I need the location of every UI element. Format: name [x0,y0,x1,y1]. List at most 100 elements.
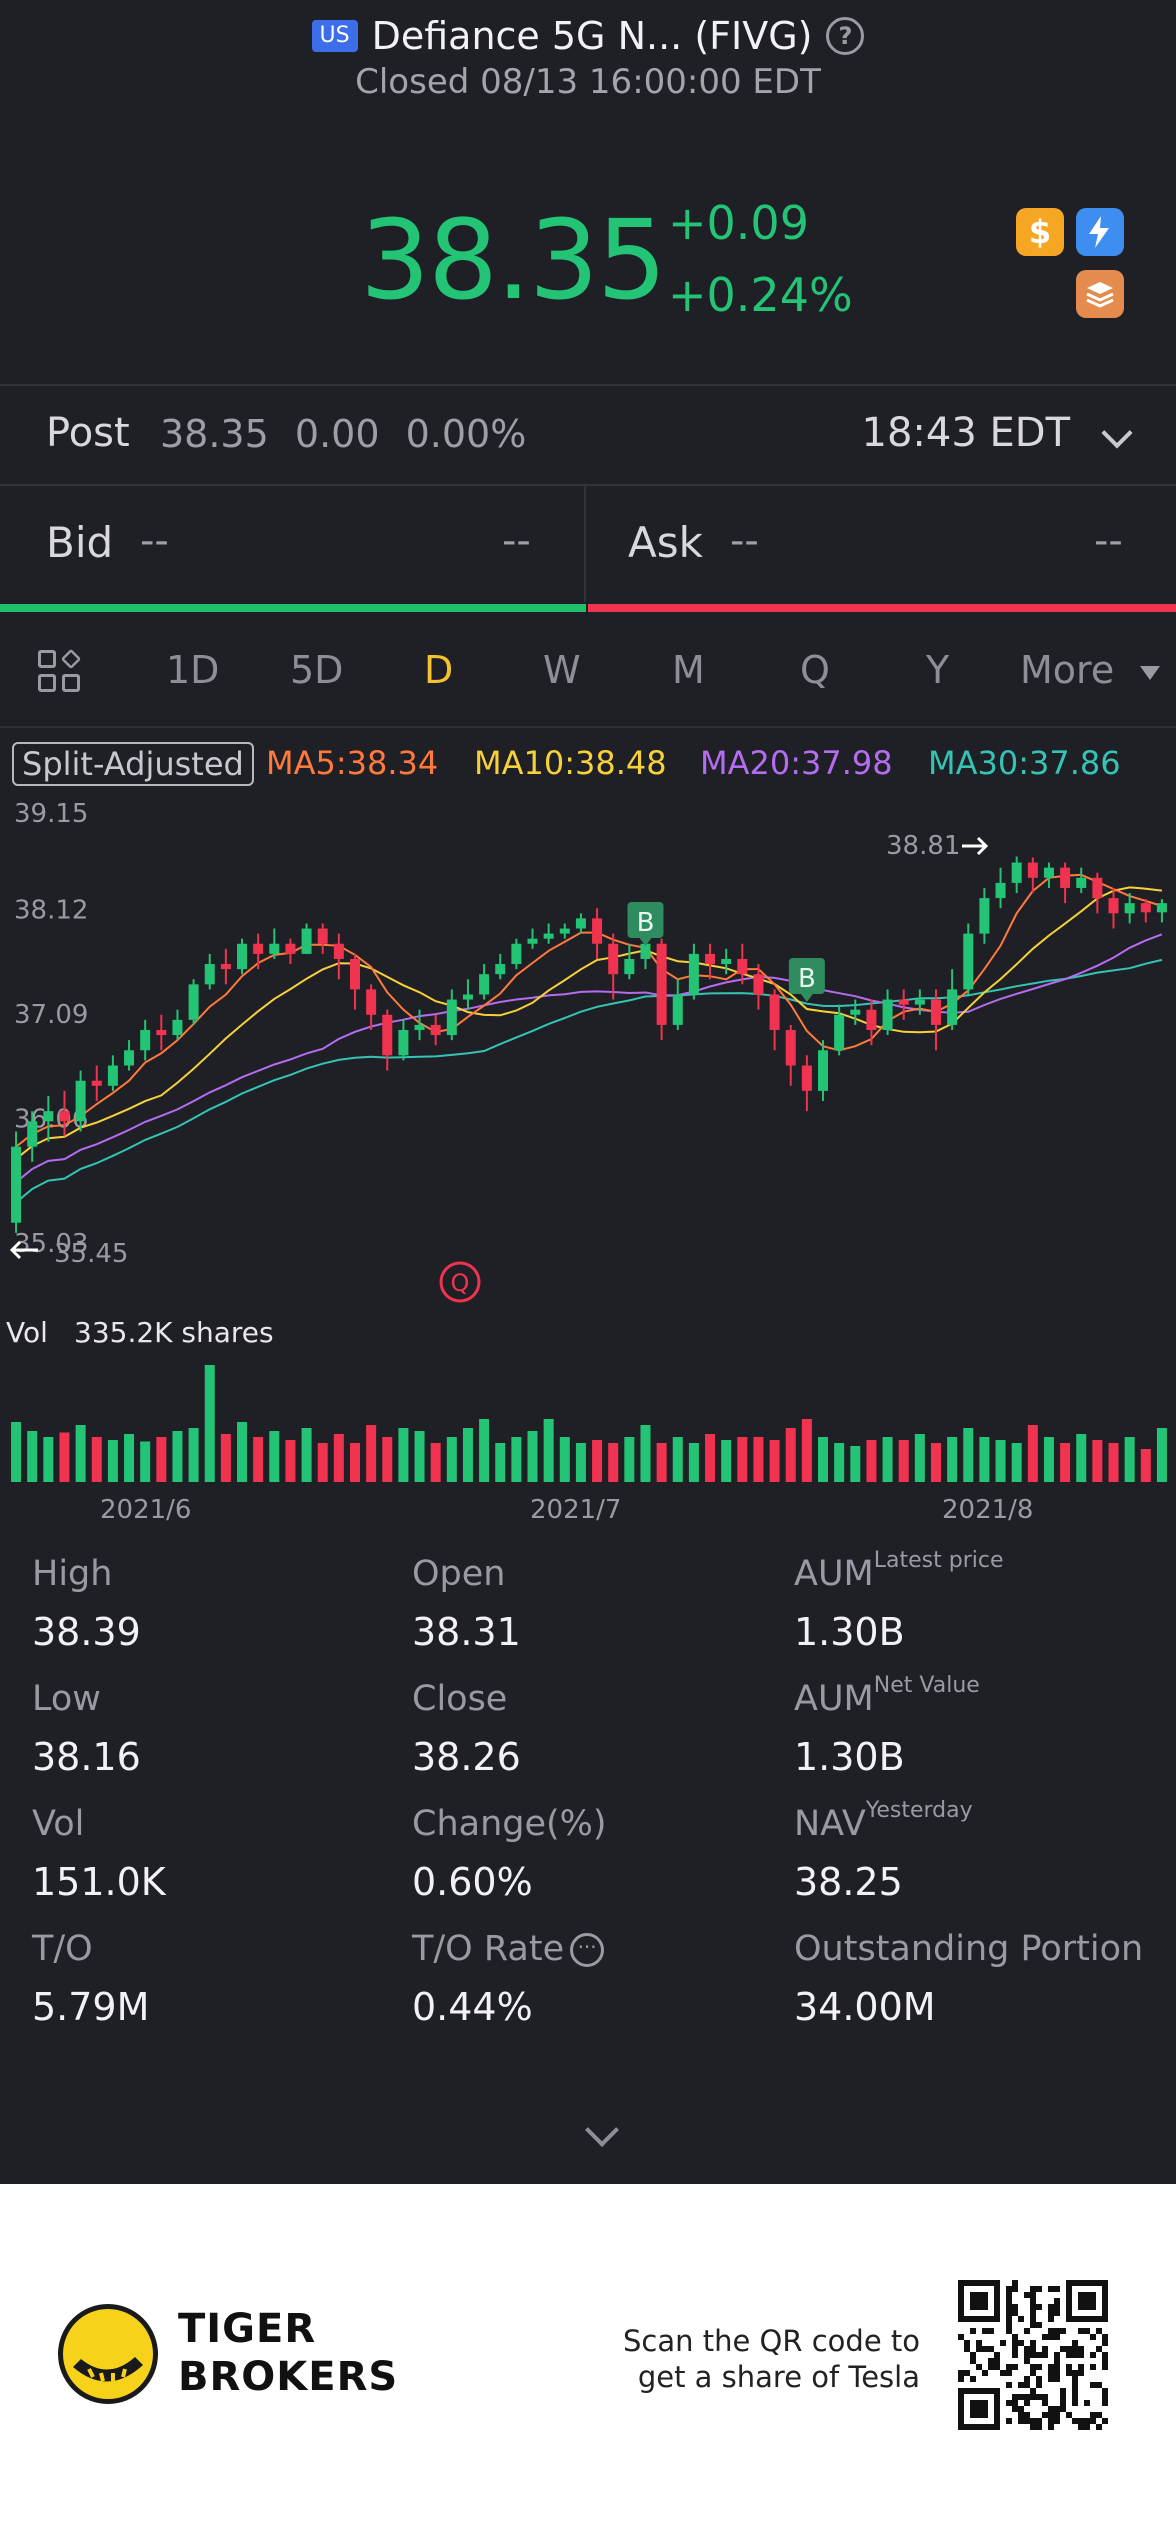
scan-text-line-2: get a share of Tesla [637,2360,920,2394]
candle-body [898,999,909,1005]
candle-body [301,928,312,954]
candle [543,923,554,944]
candle-body [914,999,925,1005]
candle-body [930,999,941,1025]
candle-body [91,1080,102,1086]
dollar-icon[interactable]: $ [1016,208,1064,256]
candle [301,923,312,954]
candle-body [801,1065,812,1091]
y-axis-label: 39.15 [14,799,88,829]
candle-body [559,928,570,934]
more-info-icon[interactable]: ··· [570,1933,605,1967]
candle [479,964,490,1000]
volume-bar [688,1443,699,1482]
x-axis-label: 2021/8 [942,1495,1033,1525]
candle-body [624,958,635,975]
volume-bar [624,1437,635,1482]
volume-bar [753,1437,764,1482]
stat-label-sup: Net Value [873,1673,980,1698]
x-axis-label: 2021/6 [100,1495,191,1525]
volume-bar [834,1443,845,1482]
volume-bar [1124,1437,1135,1482]
tab-1d[interactable]: 1D [166,648,220,692]
volume-bar [575,1443,586,1482]
candle-body [737,958,748,975]
help-icon[interactable]: ? [826,17,865,55]
volume-bar [608,1443,619,1482]
stat-value: 151.0K [32,1860,166,1904]
stat-value: 38.31 [412,1610,521,1654]
volume-bar [818,1437,829,1482]
volume-bar [947,1437,958,1482]
tab-y[interactable]: Y [926,648,950,692]
candle-body [834,1014,845,1051]
chart-canvas[interactable]: 39.1538.1237.0936.0635.03BB38.8135.45QVo… [0,790,1176,1540]
candle-body [285,943,296,954]
candle [188,979,199,1025]
expand-chevron-icon[interactable] [585,2113,619,2147]
stat-label-text: Low [32,1679,101,1719]
period-tabs: 1D 5D D W M Q Y More [0,630,1176,716]
lightning-icon[interactable] [1076,208,1124,256]
layers-icon[interactable] [1076,270,1124,318]
chevron-down-icon[interactable] [1101,417,1133,449]
candle-body [705,953,716,965]
candle-body [543,933,554,939]
candle-body [382,1014,393,1056]
y-axis-label: 37.09 [14,1000,88,1030]
price-change: +0.09 [668,196,809,250]
candle [107,1055,118,1091]
divider [0,484,1176,486]
ma30-label: MA30:37.86 [928,744,1121,782]
volume-bar [672,1437,683,1482]
x-axis-label: 2021/7 [530,1495,621,1525]
candle-body [140,1029,151,1051]
caret-down-icon[interactable] [1140,666,1160,680]
tab-m[interactable]: M [672,648,705,692]
stat-label-text: T/O Rate [412,1929,565,1969]
post-label: Post [46,410,130,456]
bid-ask-divider [584,486,586,602]
volume-bar [898,1440,909,1482]
buy-marker-pointer [639,938,652,946]
tab-5d[interactable]: 5D [290,648,344,692]
volume-bar [188,1428,199,1482]
candle [947,969,958,1030]
ma20-line [15,933,1163,1183]
security-title[interactable]: Defiance 5G N... (FIVG) [371,14,813,58]
candle [834,1004,845,1056]
candle-body [269,943,280,954]
brand-line-1: TIGER [178,2306,317,2352]
candle [979,887,990,944]
candle-body [204,964,215,985]
stat-value: 34.00M [794,1985,936,2029]
tab-more[interactable]: More [1020,648,1115,692]
candle-body [672,994,683,1025]
stat-label-text: Open [412,1554,506,1594]
ask-size: -- [1094,518,1123,564]
post-market-row[interactable]: Post 38.35 0.00 0.00% 18:43 EDT [0,386,1176,482]
candle [721,948,732,975]
tab-d[interactable]: D [424,648,454,692]
candle [801,1055,812,1112]
candle-body [850,1009,861,1015]
stat-label: Low [32,1679,101,1719]
grid-layout-icon[interactable] [38,648,84,696]
candle-body [462,994,473,1000]
volume-bar [785,1428,796,1482]
volume-bar [204,1365,215,1482]
tab-w[interactable]: W [543,648,581,692]
candle-body [640,943,651,959]
candlestick-chart[interactable]: 39.1538.1237.0936.0635.03BB38.8135.45QVo… [0,790,1176,1540]
candle-body [511,943,522,965]
tab-q[interactable]: Q [800,648,830,692]
candle [737,943,748,985]
stat-label: T/O [32,1929,93,1969]
volume-bar [1027,1425,1038,1482]
split-adjusted-toggle[interactable]: Split-Adjusted [12,742,254,786]
volume-bar [11,1422,22,1482]
candle-body [43,1111,54,1122]
candle-body [495,964,506,975]
volume-bar [237,1422,248,1482]
candle [624,943,635,980]
